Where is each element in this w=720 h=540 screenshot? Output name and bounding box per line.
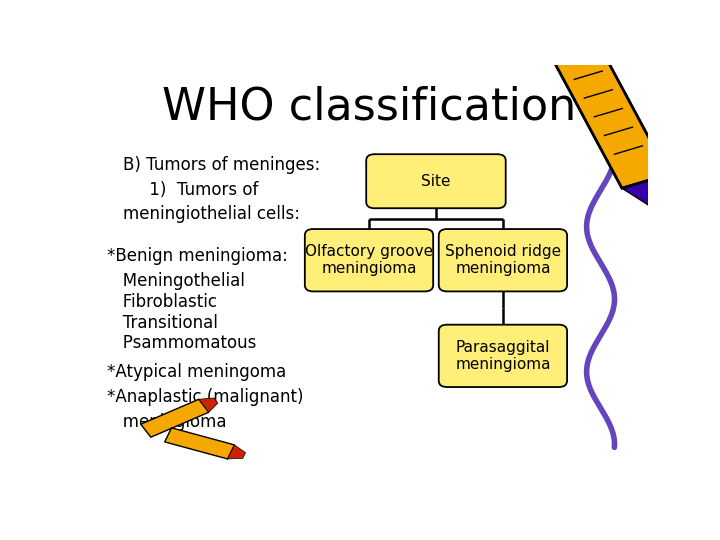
Text: Psammomatous: Psammomatous: [107, 334, 256, 353]
Polygon shape: [165, 428, 235, 459]
Polygon shape: [199, 398, 218, 412]
Text: Olfactory groove
meningioma: Olfactory groove meningioma: [305, 244, 433, 276]
Text: Transitional: Transitional: [107, 314, 217, 332]
Text: 1)  Tumors of: 1) Tumors of: [124, 180, 259, 199]
Text: Meningothelial: Meningothelial: [107, 272, 245, 290]
FancyBboxPatch shape: [438, 325, 567, 387]
Polygon shape: [622, 174, 669, 206]
FancyBboxPatch shape: [366, 154, 505, 208]
FancyBboxPatch shape: [305, 229, 433, 292]
Text: B) Tumors of meninges:: B) Tumors of meninges:: [124, 156, 320, 173]
Text: meningiothelial cells:: meningiothelial cells:: [124, 206, 300, 224]
Polygon shape: [141, 399, 209, 437]
Text: Site: Site: [421, 174, 451, 188]
Text: Sphenoid ridge
meningioma: Sphenoid ridge meningioma: [445, 244, 561, 276]
Text: meningioma: meningioma: [107, 414, 226, 431]
Text: WHO classification: WHO classification: [162, 85, 576, 129]
Polygon shape: [555, 50, 669, 188]
Text: *Atypical meningoma: *Atypical meningoma: [107, 363, 286, 381]
Text: *Anaplastic (malignant): *Anaplastic (malignant): [107, 388, 303, 407]
Polygon shape: [228, 445, 246, 459]
Text: Parasaggital
meningioma: Parasaggital meningioma: [455, 340, 551, 372]
FancyBboxPatch shape: [438, 229, 567, 292]
Text: Fibroblastic: Fibroblastic: [107, 293, 217, 311]
Text: *Benign meningioma:: *Benign meningioma:: [107, 247, 287, 265]
